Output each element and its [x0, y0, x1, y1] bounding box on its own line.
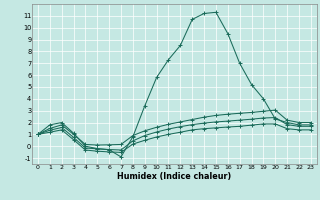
- X-axis label: Humidex (Indice chaleur): Humidex (Indice chaleur): [117, 172, 232, 181]
